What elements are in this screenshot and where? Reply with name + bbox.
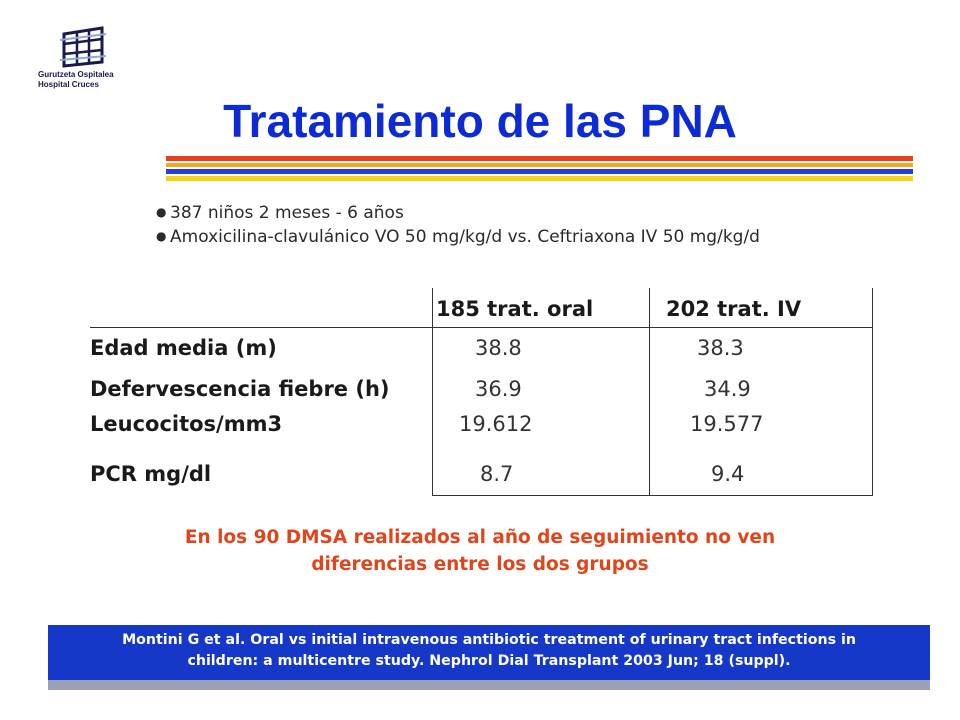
slide-title: Tratamiento de las PNA: [223, 95, 737, 147]
row-label-edad: Edad media (m): [90, 336, 277, 360]
column-header-iv: 202 trat. IV: [666, 297, 802, 321]
hospital-logo-icon: [59, 26, 107, 68]
cell-oral: 19.612: [459, 412, 533, 436]
column-header-oral: 185 trat. oral: [436, 297, 594, 321]
stripe-yellow: [166, 176, 913, 181]
title-stripes: [166, 156, 913, 183]
row-label-leucocitos: Leucocitos/mm3: [90, 412, 283, 436]
bullet-dot-icon: ●: [156, 205, 167, 219]
cell-iv: 19.577: [690, 412, 764, 436]
citation-box: Montini G et al. Oral vs initial intrave…: [48, 625, 930, 680]
bullet-dot-icon: ●: [156, 229, 167, 243]
cell-iv: 34.9: [704, 377, 751, 401]
bullet-text: Amoxicilina-clavulánico VO 50 mg/kg/d vs…: [170, 227, 760, 247]
citation-line-2: children: a multicentre study. Nephrol D…: [187, 653, 791, 669]
cell-oral: 36.9: [475, 377, 522, 401]
conclusion-line-1: En los 90 DMSA realizados al año de segu…: [184, 527, 776, 548]
hospital-logo: Gurutzeta Ospitalea Hospital Cruces: [38, 26, 128, 96]
conclusion-text: En los 90 DMSA realizados al año de segu…: [0, 524, 960, 578]
table-divider: [432, 288, 433, 496]
conclusion-line-2: diferencias entre los dos grupos: [311, 554, 649, 575]
study-bullets: ● 387 niños 2 meses - 6 años ● Amoxicilina…: [156, 203, 760, 251]
stripe-red: [166, 156, 913, 161]
cell-iv: 38.3: [697, 336, 744, 360]
table-divider: [872, 288, 873, 496]
logo-line-2: Hospital Cruces: [38, 80, 99, 89]
bullet-text: 387 niños 2 meses - 6 años: [170, 203, 404, 223]
table-divider: [649, 288, 650, 496]
table-bottom-rule: [433, 495, 873, 496]
cell-iv: 9.4: [711, 462, 745, 486]
logo-line-1: Gurutzeta Ospitalea: [38, 70, 114, 79]
cell-oral: 8.7: [480, 462, 514, 486]
citation-shadow: [48, 680, 930, 690]
citation-line-1: Montini G et al. Oral vs initial intrave…: [122, 632, 856, 648]
cell-oral: 38.8: [475, 336, 522, 360]
table-header-rule: [90, 327, 873, 328]
bullet-item: ● 387 niños 2 meses - 6 años: [156, 203, 760, 223]
logo-text: Gurutzeta Ospitalea Hospital Cruces: [38, 70, 138, 90]
bullet-item: ● Amoxicilina-clavulánico VO 50 mg/kg/d v…: [156, 227, 760, 247]
stripe-orange: [166, 163, 913, 167]
stripe-blue: [166, 169, 913, 174]
row-label-pcr: PCR mg/dl: [90, 462, 212, 486]
row-label-defervescencia: Defervescencia fiebre (h): [90, 377, 390, 401]
